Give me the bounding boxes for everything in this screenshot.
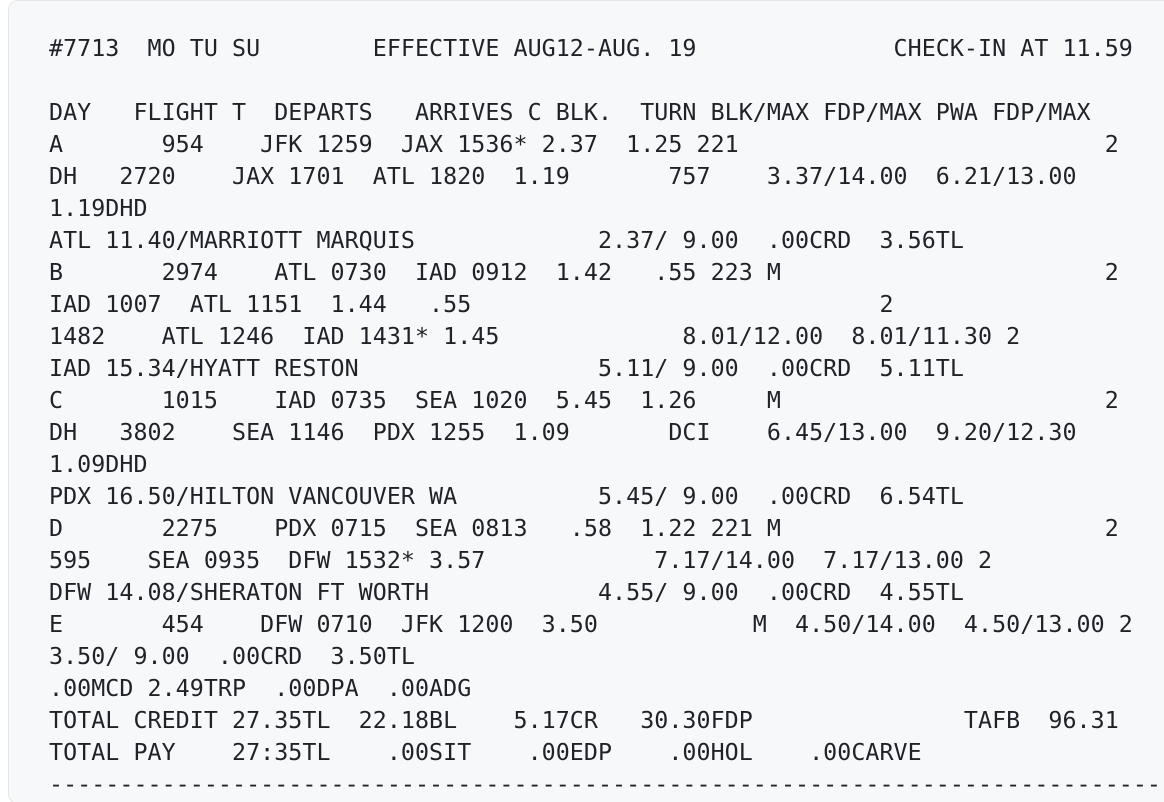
- text-line: B 2974 ATL 0730 IAD 0912 1.42 .55 223 M …: [49, 259, 1119, 286]
- text-line: C 1015 IAD 0735 SEA 1020 5.45 1.26 M 2: [49, 387, 1119, 414]
- column-header-line: DAY FLIGHT T DEPARTS ARRIVES C BLK. TURN…: [49, 99, 1091, 126]
- blank-line: [49, 65, 1164, 97]
- total-pay-line: TOTAL PAY 27:35TL .00SIT .00EDP .00HOL .…: [49, 739, 922, 766]
- text-line: DFW 14.08/SHERATON FT WORTH 4.55/ 9.00 .…: [49, 579, 964, 606]
- text-line: 1.09DHD: [49, 451, 148, 478]
- text-line: IAD 1007 ATL 1151 1.44 .55 2: [49, 291, 894, 318]
- total-credit-line: TOTAL CREDIT 27.35TL 22.18BL 5.17CR 30.3…: [49, 707, 1119, 734]
- code-block: #7713 MO TU SU EFFECTIVE AUG12-AUG. 19 C…: [8, 0, 1164, 802]
- divider-line: ----------------------------------------…: [49, 771, 1164, 798]
- pairing-text: #7713 MO TU SU EFFECTIVE AUG12-AUG. 19 C…: [49, 33, 1164, 801]
- text-line: 1.19DHD: [49, 195, 148, 222]
- text-line: E 454 DFW 0710 JFK 1200 3.50 M 4.50/14.0…: [49, 611, 1133, 638]
- text-line: DH 2720 JAX 1701 ATL 1820 1.19 757 3.37/…: [49, 163, 1077, 190]
- text-line: A 954 JFK 1259 JAX 1536* 2.37 1.25 221 2: [49, 131, 1119, 158]
- text-line: 3.50/ 9.00 .00CRD 3.50TL: [49, 643, 415, 670]
- text-line: ATL 11.40/MARRIOTT MARQUIS 2.37/ 9.00 .0…: [49, 227, 964, 254]
- text-line: PDX 16.50/HILTON VANCOUVER WA 5.45/ 9.00…: [49, 483, 964, 510]
- text-line: DH 3802 SEA 1146 PDX 1255 1.09 DCI 6.45/…: [49, 419, 1077, 446]
- text-line: D 2275 PDX 0715 SEA 0813 .58 1.22 221 M …: [49, 515, 1119, 542]
- header-line: #7713 MO TU SU EFFECTIVE AUG12-AUG. 19 C…: [49, 35, 1133, 62]
- text-line: 1482 ATL 1246 IAD 1431* 1.45 8.01/12.00 …: [49, 323, 1021, 350]
- text-line: IAD 15.34/HYATT RESTON 5.11/ 9.00 .00CRD…: [49, 355, 964, 382]
- text-line: 595 SEA 0935 DFW 1532* 3.57 7.17/14.00 7…: [49, 547, 993, 574]
- text-line: .00MCD 2.49TRP .00DPA .00ADG: [49, 675, 472, 702]
